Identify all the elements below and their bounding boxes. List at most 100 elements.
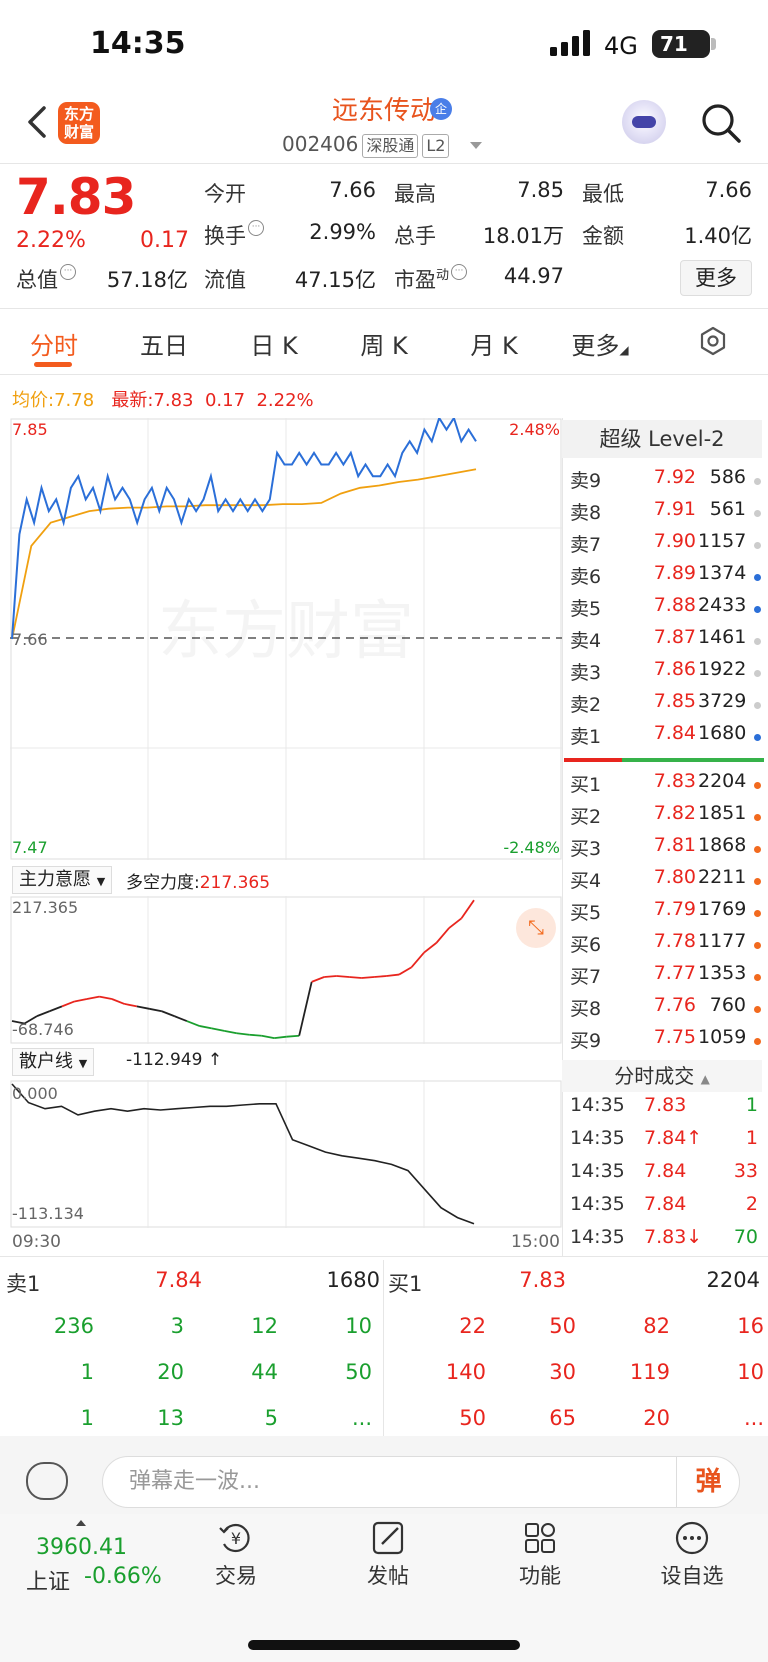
indicator1-select[interactable]: 主力意愿 ▼: [12, 866, 113, 894]
indicator2-select[interactable]: 散户线 ▼: [12, 1048, 95, 1076]
logo-text-1: 东方: [63, 105, 94, 123]
sell-level-row[interactable]: 卖2 7.85 3729: [568, 690, 764, 722]
nav-trade-label: 交易: [215, 1564, 257, 1588]
sell-level-label: 卖7: [570, 534, 602, 556]
buy-level-row[interactable]: 买3 7.81 1868: [568, 834, 764, 866]
info-icon[interactable]: ···: [451, 264, 468, 280]
info-icon[interactable]: ···: [248, 220, 264, 236]
indicator1-segment: [410, 951, 425, 968]
danmu-input[interactable]: 弹幕走一波...: [102, 1456, 740, 1508]
buy-level-label: 买5: [570, 902, 602, 924]
battery-icon: 71: [652, 30, 710, 58]
sell-level-row[interactable]: 卖1 7.84 1680: [568, 722, 764, 754]
indicator1-segment: [336, 975, 350, 978]
buy-detail-cell: 82: [643, 1314, 670, 1338]
search-icon[interactable]: [700, 102, 742, 144]
indicator1-segment: [36, 1010, 50, 1017]
sell-level-row[interactable]: 卖4 7.87 1461: [568, 626, 764, 658]
buy-level-row[interactable]: 买7 7.77 1353: [568, 962, 764, 994]
indicator1-segment: [249, 1033, 262, 1037]
gear-icon[interactable]: [698, 326, 728, 356]
nav-add-watchlist-label: 设自选: [660, 1564, 724, 1588]
stock-name[interactable]: 远东传动: [331, 96, 436, 126]
indicator1-segment: [149, 1007, 163, 1013]
sell-level-vol: 586: [709, 466, 746, 488]
sell-detail-cell: 12: [251, 1314, 278, 1338]
more-button[interactable]: 更多: [680, 260, 752, 296]
trade-time: 14:35: [570, 1127, 625, 1149]
indicator2-chart[interactable]: [10, 1080, 562, 1228]
tab-weekly-k[interactable]: 周 K: [360, 332, 408, 360]
buy-level-row[interactable]: 买5 7.79 1769: [568, 898, 764, 930]
tab-intraday[interactable]: 分时: [30, 332, 78, 360]
buy-level-row[interactable]: 买1 7.83 2204: [568, 770, 764, 802]
turnover-label[interactable]: 换手 ···: [204, 220, 264, 250]
buy-level-row[interactable]: 买9 7.75 1059: [568, 1026, 764, 1058]
info-icon[interactable]: ···: [60, 264, 76, 280]
nav-post[interactable]: 发帖: [338, 1520, 438, 1590]
trade-vol: 1: [745, 1094, 758, 1116]
detail-sell-label: 卖1: [6, 1272, 41, 1296]
buy-level-row[interactable]: 买2 7.82 1851: [568, 802, 764, 834]
notes-icon[interactable]: [26, 1462, 68, 1500]
buy-level-row[interactable]: 买8 7.76 760: [568, 994, 764, 1026]
indicator1-segment: [374, 975, 387, 978]
total-value-label[interactable]: 总值 ···: [16, 264, 76, 294]
sell-level-row[interactable]: 卖9 7.92 586: [568, 466, 764, 498]
stock-code-row[interactable]: 002406 深股通 L2: [282, 132, 450, 158]
back-icon[interactable]: [22, 102, 52, 142]
sell-level-row[interactable]: 卖8 7.91 561: [568, 498, 764, 530]
buy-detail-cell: 65: [549, 1406, 576, 1430]
tab-five-day[interactable]: 五日: [140, 332, 188, 360]
nav-functions[interactable]: 功能: [490, 1520, 590, 1590]
sell-level-vol: 1922: [698, 658, 747, 680]
sell-level-price: 7.85: [653, 690, 696, 712]
level-dot-icon: [754, 942, 761, 949]
index-change[interactable]: -0.66%: [84, 1564, 162, 1589]
chevron-up-icon: ▲: [700, 1072, 710, 1086]
buy-level-row[interactable]: 买4 7.80 2211: [568, 866, 764, 898]
indicator1-name: 主力意愿: [19, 869, 91, 890]
trades-title[interactable]: 分时成交 ▲: [562, 1060, 762, 1092]
buy-level-label: 买2: [570, 806, 602, 828]
sell-level-row[interactable]: 卖7 7.90 1157: [568, 530, 764, 562]
price-axis-mid: 7.66: [12, 630, 48, 649]
indicator1-segment: [161, 1010, 175, 1017]
indicator1-segment: [448, 917, 463, 929]
indicator1-segment: [286, 1034, 300, 1038]
more-dots-icon: [675, 1521, 709, 1555]
sell-level-row[interactable]: 卖6 7.89 1374: [568, 562, 764, 594]
sell-level-row[interactable]: 卖3 7.86 1922: [568, 658, 764, 690]
buy-detail-cell: 22: [459, 1314, 486, 1338]
high-label: 最高: [394, 182, 436, 206]
nav-trade[interactable]: ¥ 交易: [186, 1520, 286, 1590]
tab-monthly-k[interactable]: 月 K: [470, 332, 518, 360]
expand-icon[interactable]: ⤡: [516, 908, 556, 948]
pe-label[interactable]: 市盈动 ···: [394, 264, 468, 294]
level2-title[interactable]: 超级 Level-2: [562, 420, 762, 458]
buy-level-row[interactable]: 买6 7.78 1177: [568, 930, 764, 962]
indicator1-segment: [224, 1029, 237, 1035]
sell-level-label: 卖1: [570, 726, 602, 748]
pe-value: 44.97: [503, 264, 564, 288]
divider: [0, 374, 768, 375]
indicator1-chart[interactable]: [10, 896, 562, 1044]
index-name[interactable]: 上证: [26, 1570, 71, 1595]
tab-more[interactable]: 更多◢: [550, 326, 650, 361]
sell-level-row[interactable]: 卖5 7.88 2433: [568, 594, 764, 626]
indicator1-segment: [99, 995, 113, 1000]
danmu-toggle[interactable]: 弹: [676, 1456, 740, 1508]
indicator1-segment: [49, 1005, 63, 1013]
index-value[interactable]: 3960.41: [36, 1535, 127, 1560]
latest-pct: 2.22%: [256, 390, 314, 411]
intraday-chart[interactable]: 东方财富: [10, 418, 562, 860]
indicator1-segment: [460, 899, 475, 919]
sell-level-price: 7.91: [653, 498, 696, 520]
tab-daily-k[interactable]: 日 K: [250, 332, 298, 360]
indicator1-segment: [324, 975, 337, 978]
chevron-down-icon[interactable]: [470, 142, 482, 149]
sell-detail-cell: 1: [80, 1360, 94, 1384]
indicator1-segment: [261, 1034, 275, 1040]
buy-level-price: 7.76: [653, 994, 696, 1016]
nav-add-watchlist[interactable]: 设自选: [642, 1520, 742, 1590]
